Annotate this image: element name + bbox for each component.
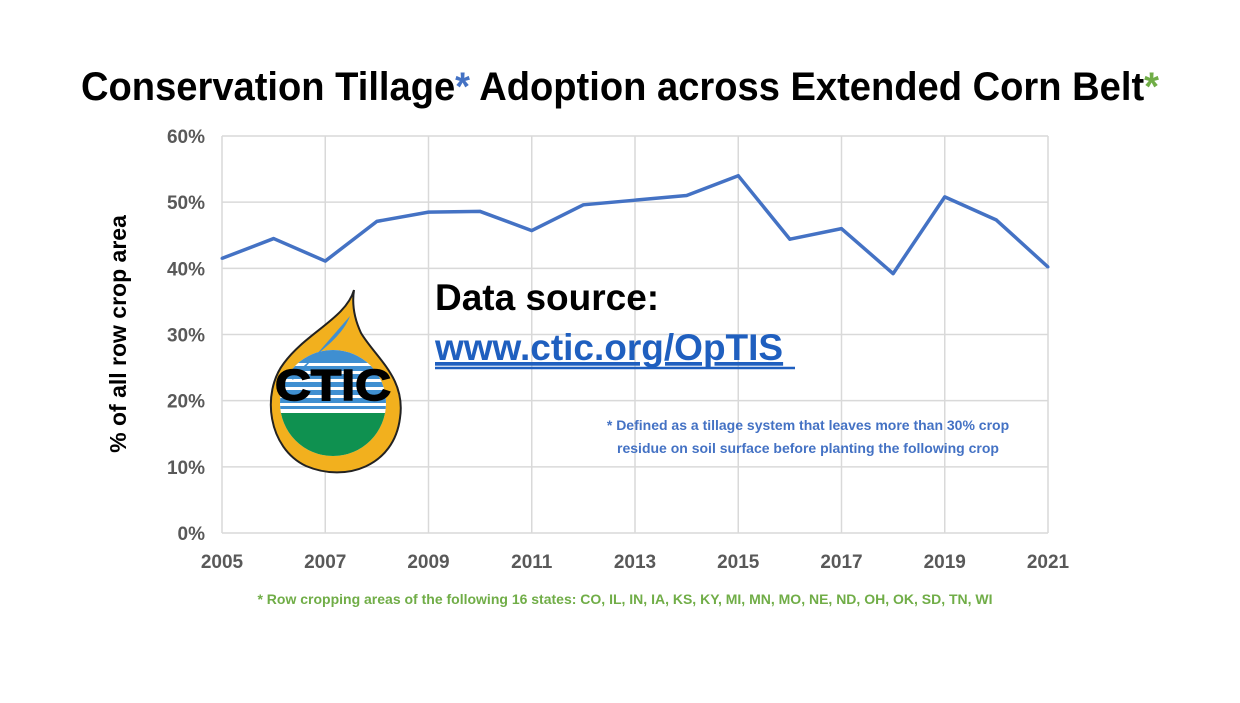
data-point-2013 bbox=[633, 198, 637, 202]
x-tick-label: 2013 bbox=[614, 552, 656, 573]
title-rest: Adoption across Extended Corn Belt bbox=[470, 65, 1144, 109]
title-main: Conservation Tillage bbox=[81, 65, 455, 109]
data-point-2016 bbox=[788, 237, 792, 241]
title-asterisk-1: * bbox=[455, 65, 470, 109]
x-tick-label: 2019 bbox=[924, 552, 966, 573]
y-tick-label: 20% bbox=[167, 392, 205, 413]
data-point-2008 bbox=[375, 219, 379, 223]
y-tick-label: 10% bbox=[167, 458, 205, 479]
data-point-2009 bbox=[427, 210, 430, 214]
y-tick-label: 0% bbox=[178, 524, 206, 545]
x-tick-label: 2021 bbox=[1027, 552, 1070, 573]
data-point-2017 bbox=[840, 227, 843, 231]
data-source-label: Data source: bbox=[435, 277, 659, 318]
y-tick-label: 40% bbox=[167, 259, 205, 280]
chart-title: Conservation Tillage* Adoption across Ex… bbox=[81, 65, 1159, 109]
y-tick-label: 50% bbox=[167, 193, 205, 214]
data-point-2015 bbox=[736, 174, 740, 178]
series-line-group bbox=[220, 173, 1050, 276]
data-point-2005 bbox=[220, 256, 224, 260]
ctic-logo: CTIC bbox=[269, 289, 402, 474]
data-point-2011 bbox=[530, 229, 534, 233]
y-axis-label: % of all row crop area bbox=[105, 215, 131, 453]
data-point-2007 bbox=[323, 259, 327, 263]
data-point-2020 bbox=[994, 218, 998, 222]
definition-note-line2: residue on soil surface before planting … bbox=[617, 440, 999, 456]
x-tick-label: 2015 bbox=[717, 552, 760, 573]
states-footnote: * Row cropping areas of the following 16… bbox=[257, 591, 992, 607]
data-point-2019 bbox=[943, 195, 947, 199]
data-source-link[interactable]: www.ctic.org/OpTIS bbox=[434, 327, 783, 368]
y-axis-ticks: 0% 10% 20% 30% 40% 50% 60% bbox=[167, 127, 205, 545]
data-point-2014 bbox=[685, 194, 689, 198]
data-point-2006 bbox=[272, 237, 276, 241]
x-tick-label: 2007 bbox=[304, 552, 346, 573]
title-asterisk-2: * bbox=[1144, 65, 1159, 109]
logo-text: CTIC bbox=[275, 361, 391, 410]
definition-note-line1: * Defined as a tillage system that leave… bbox=[607, 417, 1009, 433]
data-point-2012 bbox=[581, 203, 585, 207]
x-tick-label: 2005 bbox=[201, 552, 244, 573]
y-tick-label: 60% bbox=[167, 127, 205, 148]
x-tick-label: 2011 bbox=[511, 552, 553, 573]
x-tick-label: 2017 bbox=[820, 552, 862, 573]
y-tick-label: 30% bbox=[167, 326, 205, 347]
data-point-2018 bbox=[891, 272, 895, 276]
x-axis-ticks: 2005 2007 2009 2011 2013 2015 2017 2019 2021 bbox=[201, 552, 1070, 573]
x-tick-label: 2009 bbox=[407, 552, 449, 573]
data-point-2010 bbox=[478, 209, 482, 213]
data-point-2021 bbox=[1046, 265, 1050, 269]
